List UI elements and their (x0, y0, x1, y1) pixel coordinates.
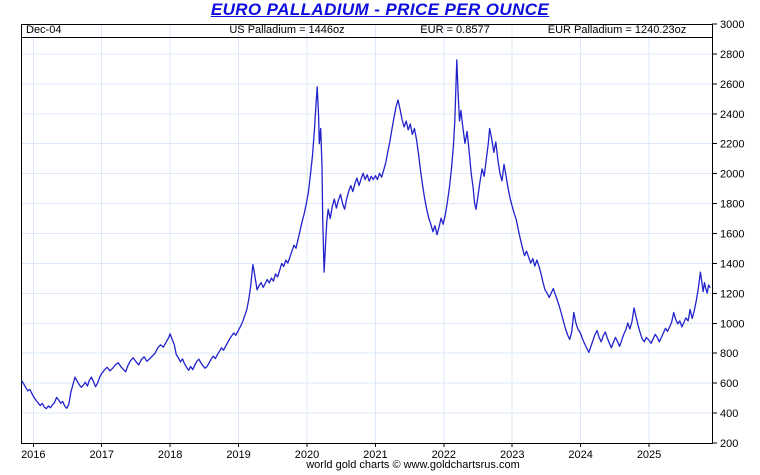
y-axis-label: 3000 (720, 19, 744, 31)
y-axis-label: 1600 (720, 229, 744, 241)
y-axis-label: 800 (720, 348, 738, 360)
x-axis-label: 2017 (89, 449, 113, 461)
y-axis-label: 2400 (720, 109, 744, 121)
y-axis-label: 200 (720, 438, 738, 450)
y-axis-label: 1200 (720, 288, 744, 300)
chart-title: EURO PALLADIUM - PRICE PER OUNCE (210, 0, 550, 19)
y-axis-label: 1400 (720, 258, 744, 270)
x-axis-label: 2019 (226, 449, 250, 461)
info-eur-palladium: EUR Palladium = 1240.23oz (547, 24, 687, 36)
x-axis-label: 2022 (432, 449, 456, 461)
info-date-label: Dec-04 (26, 24, 62, 36)
x-axis-label: 2024 (568, 449, 592, 461)
y-axis-label: 400 (720, 408, 738, 420)
y-axis-label: 2200 (720, 139, 744, 151)
info-eur-rate: EUR = 0.8577 (420, 24, 490, 36)
x-axis-label: 2018 (158, 449, 182, 461)
x-axis-label: 2016 (21, 449, 45, 461)
x-axis-label: 2021 (363, 449, 387, 461)
x-axis-label: 2020 (295, 449, 319, 461)
y-axis-label: 2800 (720, 49, 744, 61)
x-axis-label: 2023 (500, 449, 524, 461)
x-axis-label: 2025 (637, 449, 661, 461)
y-axis-label: 2600 (720, 79, 744, 91)
y-axis-label: 2000 (720, 169, 744, 181)
y-axis-label: 600 (720, 378, 738, 390)
footer-credit: world gold charts © www.goldchartsrus.co… (306, 459, 520, 471)
y-axis-label: 1000 (720, 318, 744, 330)
info-us-palladium: US Palladium = 1446oz (229, 24, 345, 36)
info-bar: Dec-04 US Palladium = 1446oz EUR = 0.857… (21, 24, 712, 38)
y-axis-label: 1800 (720, 199, 744, 211)
price-line (21, 59, 711, 410)
